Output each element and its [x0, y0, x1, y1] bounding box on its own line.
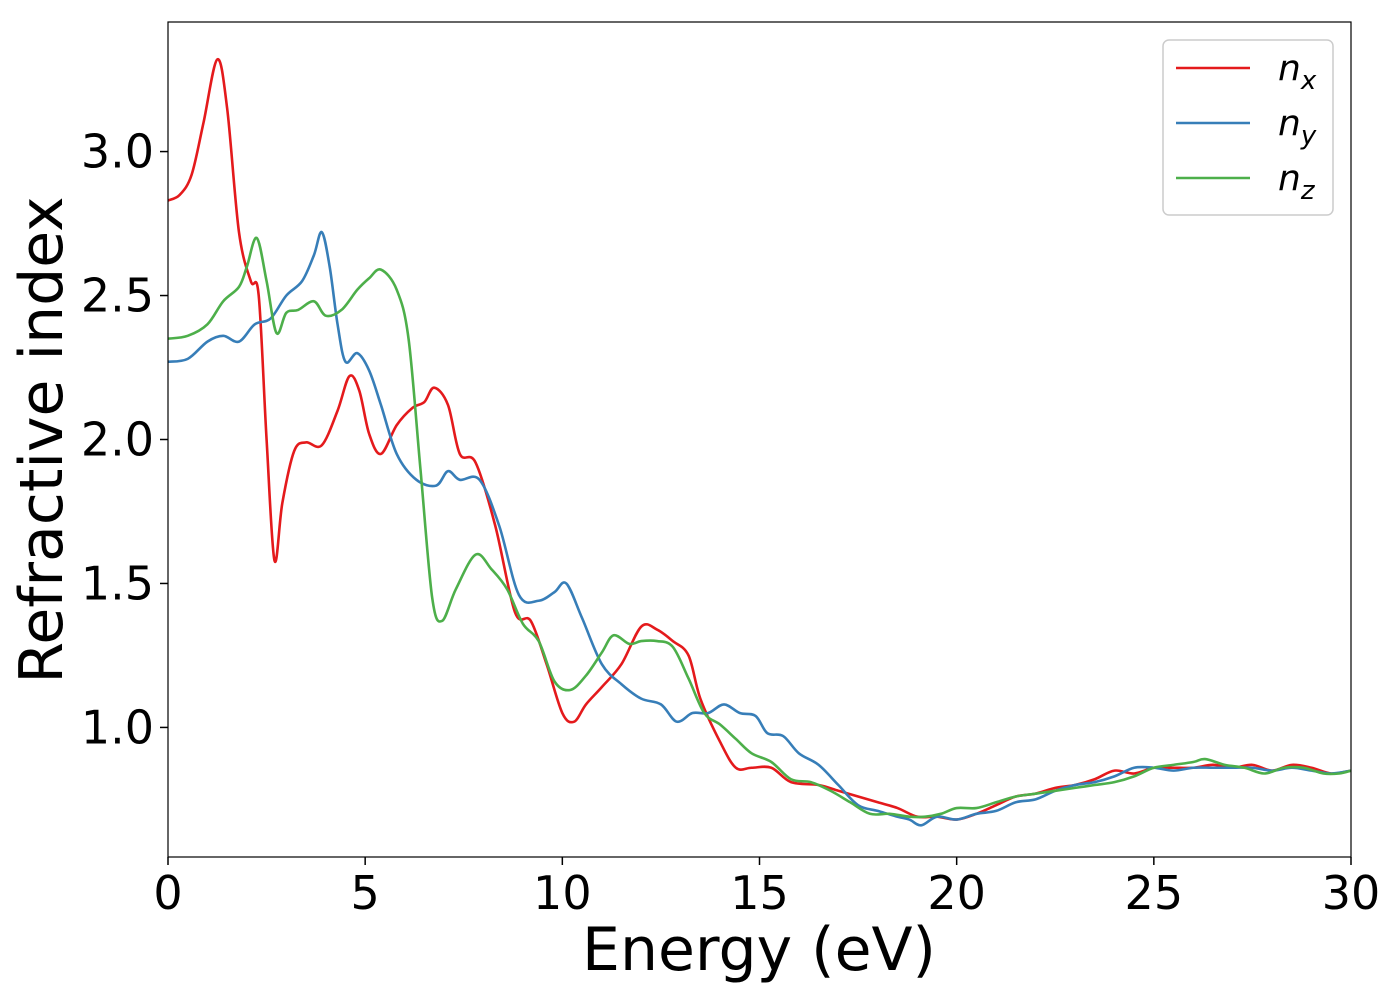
y-tick-label: 1.5: [81, 556, 154, 610]
y-tick-label: 1.0: [81, 700, 154, 754]
y-tick-label: 3.0: [81, 125, 154, 179]
legend-label-nx: nx: [1278, 48, 1317, 96]
x-tick-label: 20: [927, 866, 986, 920]
x-axis-label: Energy (eV): [582, 915, 936, 985]
legend: nx ny nz: [1162, 39, 1334, 216]
legend-box: [1162, 39, 1334, 216]
series-line-nx: [168, 58, 1351, 821]
x-tick-label: 15: [730, 866, 789, 920]
series-layer: [168, 58, 1351, 827]
x-tick-label: 0: [153, 866, 182, 920]
x-tick-label: 5: [351, 866, 380, 920]
y-axis-label: Refractive index: [7, 196, 77, 683]
x-tick-label: 25: [1125, 866, 1184, 920]
x-tick-label: 10: [533, 866, 592, 920]
x-axis: 0 5 10 15 20 25 30: [153, 857, 1380, 920]
x-tick-label: 30: [1322, 866, 1381, 920]
series-line-nz: [168, 236, 1351, 819]
y-axis: 1.0 1.5 2.0 2.5 3.0: [81, 125, 168, 754]
legend-label-ny: ny: [1278, 103, 1317, 151]
y-tick-label: 2.0: [81, 413, 154, 467]
y-tick-label: 2.5: [81, 269, 154, 323]
series-line-ny: [168, 230, 1351, 827]
legend-label-nz: nz: [1278, 158, 1316, 206]
